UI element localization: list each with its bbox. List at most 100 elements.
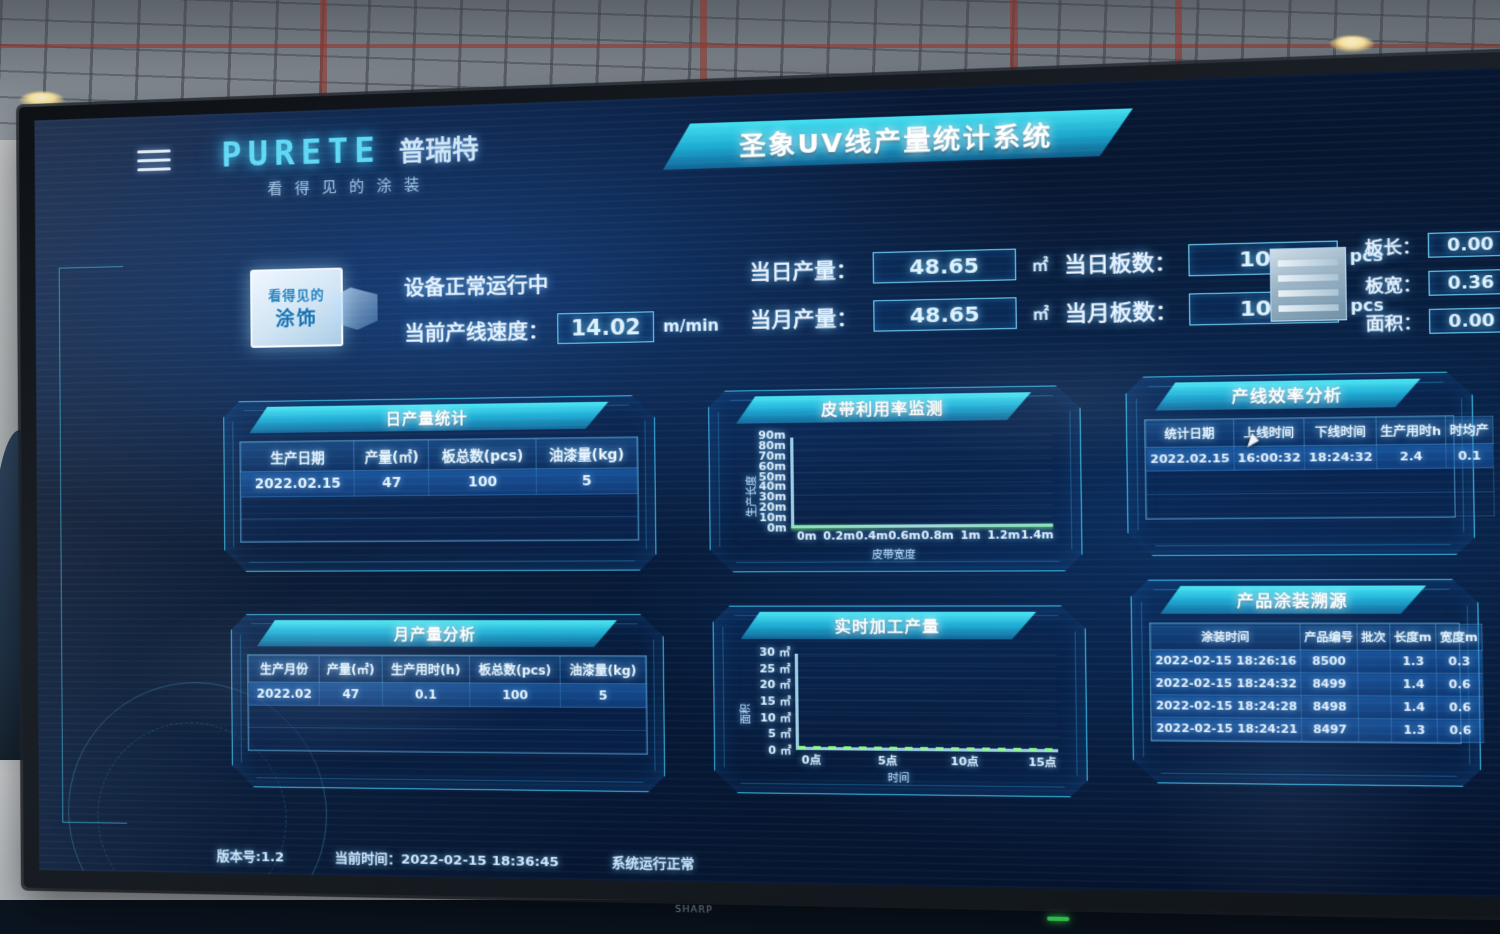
hamburger-bar xyxy=(137,149,171,153)
cell-output-area: 47 xyxy=(354,470,429,496)
cell-board-count: 100 xyxy=(470,683,561,707)
panel-title-text: 实时加工产量 xyxy=(834,614,939,636)
cell-length: 1.4 xyxy=(1391,696,1437,719)
cell-product-code: 8497 xyxy=(1301,718,1358,741)
chart-x-tick: 0m xyxy=(797,530,817,543)
kpi-value-month-output: 48.65 xyxy=(873,297,1017,332)
panel-daily-output[interactable]: 日产量统计 生产日期 产量(㎡) 板总数(pcs) 油漆量(kg) 2022.0… xyxy=(223,395,657,572)
panel-monthly-output[interactable]: 月产量分析 生产月份 产量(㎡) 生产用时(h) 板总数(pcs) 油漆量(kg… xyxy=(231,614,666,792)
table-row[interactable]: 2022-02-15 18:24:32 8499 1.4 0.6 xyxy=(1151,672,1482,696)
panel-title-text: 产线效率分析 xyxy=(1231,383,1342,407)
cell-start-time: 16:00:32 xyxy=(1233,446,1305,470)
cell-paint-amount: 5 xyxy=(537,468,638,495)
chart-x-axis-label: 皮带宽度 xyxy=(727,545,1065,562)
chart-y-tick: 10 ㎡ xyxy=(760,709,791,725)
panel-coating-trace[interactable]: 产品涂装溯源 涂装时间 产品编号 批次 长度m 宽度m 2022-02-15 1… xyxy=(1130,579,1481,787)
cell-coating-time: 2022-02-15 18:26:16 xyxy=(1151,650,1301,673)
cell-length: 1.4 xyxy=(1391,673,1437,696)
brand-name-cn: 普瑞特 xyxy=(398,129,478,169)
kpi-value-day-output: 48.65 xyxy=(873,249,1017,284)
table-row[interactable]: 2022.02 47 0.1 100 5 xyxy=(249,682,646,708)
panel-body: 生产日期 产量(㎡) 板总数(pcs) 油漆量(kg) 2022.02.15 4… xyxy=(239,436,639,559)
table-row[interactable]: 2022-02-15 18:24:21 8497 1.3 0.6 xyxy=(1152,717,1484,742)
table-daily-output[interactable]: 生产日期 产量(㎡) 板总数(pcs) 油漆量(kg) 2022.02.15 4… xyxy=(239,436,639,542)
board-layer xyxy=(1278,259,1338,267)
chart-y-tick: 20 ㎡ xyxy=(760,676,791,692)
chart-y-tick: 0 ㎡ xyxy=(768,742,791,758)
col-stat-date: 统计日期 xyxy=(1146,420,1234,448)
display-screen-assembly: SHARP PURETE 普瑞特 看得见的涂装 圣象UV线产量统计系统 xyxy=(19,50,1500,918)
col-production-date: 生产日期 xyxy=(241,441,355,472)
col-product-code: 产品编号 xyxy=(1300,624,1357,650)
hamburger-bar xyxy=(137,167,171,171)
ceiling-lamp xyxy=(1330,36,1374,52)
table-row[interactable]: 2022-02-15 18:26:16 8500 1.3 0.3 xyxy=(1151,650,1482,674)
table-monthly-output[interactable]: 生产月份 产量(㎡) 生产用时(h) 板总数(pcs) 油漆量(kg) 2022… xyxy=(247,654,648,755)
col-hourly-avg: 时均产 xyxy=(1445,416,1493,444)
dashboard-screen: PURETE 普瑞特 看得见的涂装 圣象UV线产量统计系统 看得见的 涂饰 设备… xyxy=(34,66,1500,898)
table-row[interactable]: 2022.02.15 16:00:32 18:24:32 2.4 0.1 xyxy=(1146,444,1493,471)
chart-x-tick: 1.4m xyxy=(1021,529,1054,542)
panel-title-text: 皮带利用率监测 xyxy=(821,396,944,420)
dimension-row-length: 板长： 0.00 xyxy=(1364,230,1500,260)
hamburger-menu-icon[interactable] xyxy=(137,149,171,174)
tv-power-indicator xyxy=(1047,916,1070,921)
cell-hourly-avg: 0.1 xyxy=(1446,444,1494,469)
cell-production-hours: 0.1 xyxy=(382,683,470,707)
col-paint-amount: 油漆量(kg) xyxy=(560,657,645,684)
table-row-empty xyxy=(241,516,637,541)
panel-title-line-efficiency: 产线效率分析 xyxy=(1155,379,1421,411)
col-paint-amount: 油漆量(kg) xyxy=(536,438,637,469)
col-output-area: 产量(㎡) xyxy=(354,441,429,471)
cell-production-hours: 2.4 xyxy=(1377,444,1447,469)
col-production-hours: 生产用时h xyxy=(1376,417,1446,445)
equipment-status-text: 设备正常运行中 xyxy=(404,269,549,302)
chart-x-tick: 1.2m xyxy=(987,529,1020,542)
table-coating-trace[interactable]: 涂装时间 产品编号 批次 长度m 宽度m 2022-02-15 18:26:16… xyxy=(1149,622,1462,744)
panel-title-coating-trace: 产品涂装溯源 xyxy=(1160,585,1427,613)
chart-x-tick: 0.4m xyxy=(856,530,888,543)
kpi-label-month-output: 当月产量： xyxy=(750,301,858,333)
cell-width: 0.3 xyxy=(1436,650,1482,673)
chart-y-tick: 5 ㎡ xyxy=(768,726,791,742)
chart-bars xyxy=(798,654,1058,749)
panel-line-efficiency[interactable]: 产线效率分析 统计日期 上线时间 下线时间 生产用时h 时均产 2022.02.… xyxy=(1125,371,1475,556)
cell-width: 0.6 xyxy=(1437,696,1484,719)
chart-x-tick: 0.2m xyxy=(823,530,855,543)
table-row[interactable]: 2022.02.15 47 100 5 xyxy=(241,468,637,497)
cell-width: 0.6 xyxy=(1437,719,1484,742)
chart-plot-area xyxy=(790,434,1053,528)
cell-coating-time: 2022-02-15 18:24:32 xyxy=(1151,672,1301,695)
table-line-efficiency[interactable]: 统计日期 上线时间 下线时间 生产用时h 时均产 2022.02.15 16:0… xyxy=(1144,415,1456,520)
table-row-empty xyxy=(241,494,637,519)
status-time-value: 2022-02-15 18:36:45 xyxy=(401,852,559,870)
table-row-empty xyxy=(249,727,646,753)
cell-product-code: 8498 xyxy=(1301,696,1358,719)
chart-x-tick: 0.8m xyxy=(921,529,954,542)
cell-production-date: 2022.02.15 xyxy=(241,471,355,497)
page-title-text: 圣象UV线产量统计系统 xyxy=(739,115,1053,163)
status-version: 版本号:1.2 xyxy=(217,845,285,865)
board-layer xyxy=(1278,304,1338,312)
panel-title-monthly-output: 月产量分析 xyxy=(257,620,617,647)
table-header-row: 生产日期 产量(㎡) 板总数(pcs) 油漆量(kg) xyxy=(241,438,637,472)
cell-stat-date: 2022.02.15 xyxy=(1146,447,1234,472)
status-bar: 版本号:1.2 当前时间：2022-02-15 18:36:45 系统运行正常 xyxy=(39,838,1500,891)
panel-body: 统计日期 上线时间 下线时间 生产用时h 时均产 2022.02.15 16:0… xyxy=(1144,415,1456,543)
chart-x-tick: 0点 xyxy=(802,752,822,768)
table-row-empty xyxy=(249,705,646,730)
table-row[interactable]: 2022-02-15 18:24:28 8498 1.4 0.6 xyxy=(1152,695,1484,720)
cell-length: 1.3 xyxy=(1391,719,1437,742)
chart-x-tick: 5点 xyxy=(878,753,898,769)
dimension-row-area: 面积： 0.00 xyxy=(1366,306,1500,335)
chart-y-tick: 25 ㎡ xyxy=(759,660,790,676)
cell-length: 1.3 xyxy=(1390,650,1436,673)
status-time-label: 当前时间： xyxy=(335,851,401,867)
